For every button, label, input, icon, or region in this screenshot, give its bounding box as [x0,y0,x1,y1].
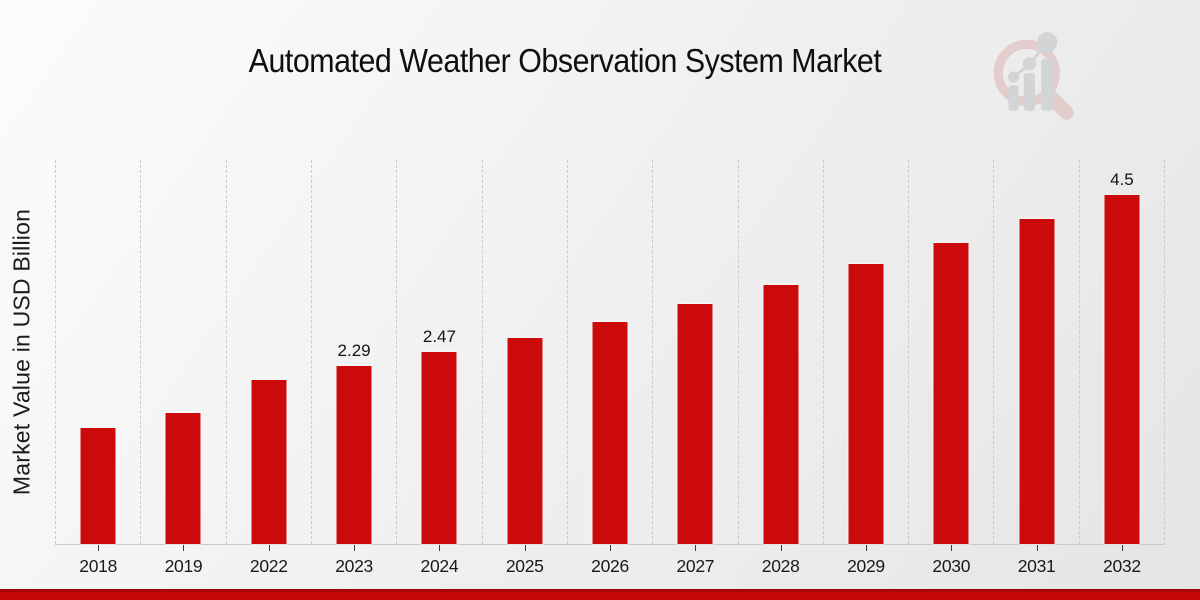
category-cell-2023: 2.29 2023 [310,160,396,576]
bar-2031 [1019,218,1055,544]
bar-2032 [1104,194,1140,544]
magnifier-growth-chart-watermark-icon [985,24,1087,126]
bar-2025 [507,338,543,544]
x-axis-tick [1121,545,1123,551]
bar-2029 [848,263,884,544]
bar-2024 [421,352,457,544]
x-axis-tick [951,545,953,551]
x-axis-label-2028: 2028 [761,556,800,576]
bar-2028 [763,284,799,544]
x-axis-label-2029: 2029 [847,556,885,576]
plot-area: 2018 2019 2022 2.29 2023 2.47 2024 2025 2026 2027… [55,160,1165,576]
x-axis-label-2025: 2025 [505,556,544,576]
bar-2026 [592,322,628,544]
x-axis-label-2032: 2032 [1103,556,1141,576]
x-axis-label-2022: 2022 [249,556,288,576]
bar-2023 [336,366,372,544]
x-axis-tick [780,545,782,551]
category-cell-2029: 2029 [822,160,908,576]
bar-2030 [933,243,969,544]
category-cell-2031: 2031 [993,160,1078,576]
x-axis-tick [98,545,100,551]
bar-2027 [677,303,713,544]
bar-value-label-2032: 4.5 [1110,169,1134,189]
category-cell-2019: 2019 [140,160,225,576]
category-cell-2026: 2026 [566,160,652,576]
bar-2022 [251,380,287,544]
x-axis-label-2018: 2018 [79,556,118,576]
bar-2018 [80,427,116,544]
x-axis-tick [354,545,356,551]
growth-bars-figures [1007,32,1058,111]
x-axis-label-2030: 2030 [932,556,971,576]
x-axis-tick [268,545,270,551]
x-axis-label-2023: 2023 [335,556,373,576]
x-axis-tick [695,545,697,551]
bottom-red-banner [0,589,1200,600]
x-axis-label-2027: 2027 [676,556,715,576]
bar-2019 [165,412,201,544]
category-cell-2030: 2030 [908,160,993,576]
x-axis-label-2019: 2019 [164,556,203,576]
x-axis-tick [610,545,612,551]
x-axis-tick [1036,545,1038,551]
chart-title: Automated Weather Observation System Mar… [248,42,882,79]
x-axis-label-2031: 2031 [1017,556,1056,576]
bar-value-label-2023: 2.29 [337,341,371,361]
y-axis-title: Market Value in USD Billion [8,208,35,496]
category-cell-2028: 2028 [737,160,823,576]
watermark-svg [993,32,1074,120]
category-cell-2032: 4.5 2032 [1078,160,1164,576]
x-axis-tick [865,545,867,551]
x-axis-label-2026: 2026 [591,556,629,576]
category-cell-2018: 2018 [55,160,140,576]
x-axis-tick [439,545,441,551]
category-cell-2024: 2.47 2024 [396,160,481,576]
category-cell-2025: 2025 [481,160,567,576]
x-axis-tick [183,545,185,551]
category-cell-2027: 2027 [652,160,737,576]
x-axis-label-2024: 2024 [420,556,459,576]
x-axis-tick [524,545,526,551]
category-cell-2022: 2022 [225,160,311,576]
bar-value-label-2024: 2.47 [422,327,456,347]
